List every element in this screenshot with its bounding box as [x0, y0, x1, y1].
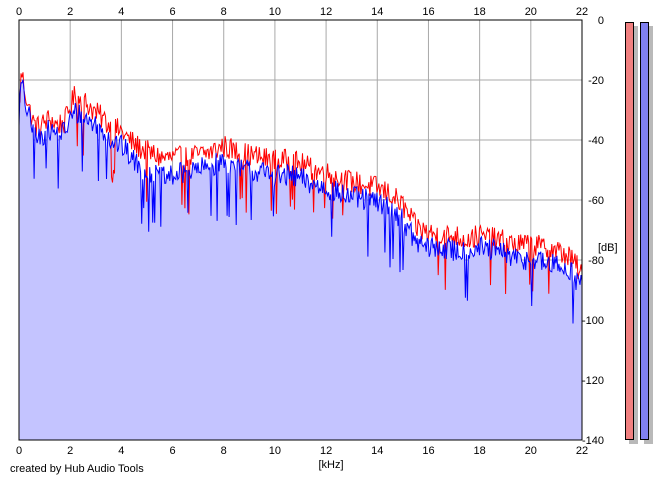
- series-line-blue: [18, 79, 583, 324]
- x-tick-labels-top: 0 2 4 6 8 10 12 14 16 18 20 22: [16, 6, 588, 18]
- x-axis-label: [kHz]: [318, 459, 343, 471]
- y-tick-label: -80: [588, 255, 604, 267]
- x-tick-label-top: 2: [67, 6, 73, 18]
- x-tick-label-top: 0: [16, 6, 22, 18]
- plot-border: [18, 19, 583, 441]
- x-tick-label-bottom: 20: [525, 445, 537, 457]
- y-tick-label: -40: [588, 135, 604, 147]
- level-meter-left: [625, 22, 634, 440]
- x-tick-label-bottom: 18: [474, 445, 486, 457]
- y-tick-label: -120: [582, 375, 604, 387]
- spectrum-area: [19, 79, 582, 440]
- x-tick-label-top: 14: [371, 6, 383, 18]
- x-tick-label-bottom: 8: [221, 445, 227, 457]
- y-tick-labels: 0 -20 -40 -60 -80 -100 -120 -140: [582, 15, 604, 447]
- series-lines: [18, 72, 583, 324]
- y-tick-label: -20: [588, 75, 604, 87]
- level-meter-right: [640, 22, 649, 440]
- x-tick-label-top: 10: [269, 6, 281, 18]
- footer-credit: created by Hub Audio Tools: [10, 463, 144, 475]
- x-tick-label-bottom: 12: [320, 445, 332, 457]
- x-tick-label-bottom: 2: [67, 445, 73, 457]
- x-tick-label-bottom: 16: [422, 445, 434, 457]
- x-tick-label-top: 8: [221, 6, 227, 18]
- x-tick-label-top: 4: [118, 6, 124, 18]
- x-tick-label-bottom: 0: [16, 445, 22, 457]
- x-tick-label-top: 18: [474, 6, 486, 18]
- x-tick-label-bottom: 6: [169, 445, 175, 457]
- x-tick-label-top: 6: [169, 6, 175, 18]
- y-tick-label: -100: [582, 315, 604, 327]
- x-tick-label-bottom: 22: [576, 445, 588, 457]
- x-tick-labels-bottom: 0 2 4 6 8 10 12 14 16 18 20 22: [16, 445, 588, 457]
- x-tick-label-top: 12: [320, 6, 332, 18]
- series-line-red: [18, 72, 583, 295]
- x-tick-label-bottom: 14: [371, 445, 383, 457]
- x-tick-label-top: 20: [525, 6, 537, 18]
- y-tick-label: -60: [588, 195, 604, 207]
- x-tick-label-top: 16: [422, 6, 434, 18]
- y-tick-label: 0: [598, 15, 604, 27]
- x-tick-label-bottom: 10: [269, 445, 281, 457]
- y-tick-label: -140: [582, 435, 604, 447]
- y-axis-label: [dB]: [598, 242, 618, 254]
- x-tick-label-bottom: 4: [118, 445, 124, 457]
- spectrum-fill: [19, 79, 582, 440]
- x-tick-label-top: 22: [576, 6, 588, 18]
